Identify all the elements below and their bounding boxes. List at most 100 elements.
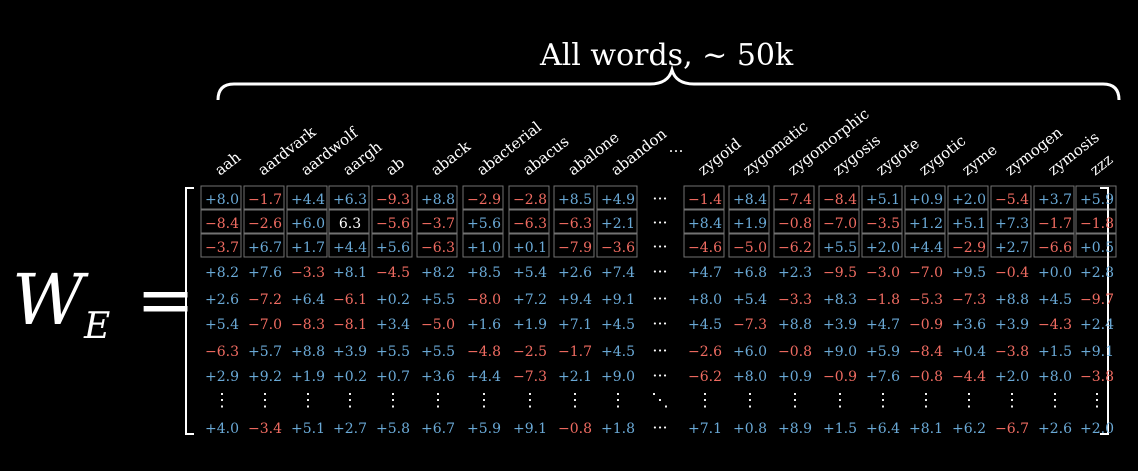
column-header: abandon — [607, 124, 670, 179]
matrix-cell: +6.2 — [952, 421, 986, 437]
matrix-cell: +2.3 — [778, 265, 812, 281]
matrix-cell: +5.1 — [291, 421, 325, 437]
matrix-cell: +8.8 — [291, 344, 325, 360]
cell-box — [1075, 185, 1117, 210]
matrix-cell: +4.5 — [601, 317, 635, 333]
matrix-cell: −6.3 — [513, 216, 547, 232]
matrix-cell: ⋮ — [609, 390, 627, 411]
matrix-cell: −6.3 — [558, 216, 592, 232]
matrix-cell: +2.0 — [866, 240, 900, 256]
matrix-cell: +4.7 — [866, 317, 900, 333]
matrix-cell: +0.4 — [952, 344, 986, 360]
matrix-cell: +2.6 — [558, 265, 592, 281]
matrix-cell: +3.6 — [421, 369, 455, 385]
matrix-cell: ··· — [652, 213, 667, 232]
cell-box — [1075, 233, 1117, 258]
matrix-symbol: W — [12, 259, 84, 341]
matrix-cell: −6.2 — [688, 369, 722, 385]
matrix-cell: −8.4 — [205, 216, 239, 232]
matrix-cell: +5.1 — [952, 216, 986, 232]
cell-box — [553, 209, 595, 234]
matrix-cell: −3.3 — [778, 292, 812, 308]
matrix-cell: −3.8 — [995, 344, 1029, 360]
matrix-cell: +0.2 — [376, 292, 410, 308]
matrix-cell: +7.1 — [558, 317, 592, 333]
matrix-cell: +2.0 — [952, 192, 986, 208]
cell-box — [1033, 209, 1075, 234]
cell-box — [1075, 209, 1117, 234]
matrix-cell: −7.3 — [952, 292, 986, 308]
matrix-cell: +8.1 — [909, 421, 943, 437]
cell-box — [861, 185, 903, 210]
matrix-cell: +5.5 — [421, 344, 455, 360]
cell-box — [596, 185, 638, 210]
matrix-cell: +8.0 — [733, 369, 767, 385]
cell-box — [818, 209, 860, 234]
matrix-cell: −2.9 — [952, 240, 986, 256]
cell-box — [462, 209, 504, 234]
matrix-cell: −9.7 — [1080, 292, 1114, 308]
matrix-cell: ⋮ — [521, 390, 539, 411]
matrix-cell: −7.3 — [733, 317, 767, 333]
matrix-cell: −7.4 — [778, 192, 812, 208]
matrix-cell: ⋮ — [213, 390, 231, 411]
matrix-cell: +4.5 — [601, 344, 635, 360]
matrix-cell: −1.7 — [1038, 216, 1072, 232]
matrix-cell: +2.6 — [1038, 421, 1072, 437]
matrix-cell: −1.8 — [866, 292, 900, 308]
matrix-cell: ⋮ — [1046, 390, 1064, 411]
matrix-cell: +2.1 — [601, 216, 635, 232]
matrix-cell: ⋮ — [475, 390, 493, 411]
matrix-cell: −1.7 — [558, 344, 592, 360]
matrix-cell: +2.0 — [995, 369, 1029, 385]
cell-box — [328, 233, 370, 258]
cell-box — [818, 233, 860, 258]
matrix-cell: +5.6 — [467, 216, 501, 232]
matrix-cell: −5.3 — [909, 292, 943, 308]
matrix-cell: −3.7 — [421, 216, 455, 232]
cell-box — [243, 233, 285, 258]
matrix-cell: +9.2 — [248, 369, 282, 385]
column-header: aback — [427, 137, 474, 179]
title-label: All words, ~ 50k — [540, 38, 794, 73]
cell-box — [462, 185, 504, 210]
matrix-cell: +6.0 — [733, 344, 767, 360]
matrix-cell: +9.4 — [558, 292, 592, 308]
matrix-cell: −5.6 — [376, 216, 410, 232]
matrix-cell: +2.8 — [1080, 265, 1114, 281]
matrix-cell: +1.9 — [513, 317, 547, 333]
cell-box — [286, 185, 328, 210]
cell-box — [416, 233, 458, 258]
cell-box — [200, 209, 242, 234]
matrix-cell: +9.0 — [823, 344, 857, 360]
matrix-cell: −0.4 — [995, 265, 1029, 281]
matrix-cell: +0.7 — [376, 369, 410, 385]
matrix-cell: ⋮ — [786, 390, 804, 411]
matrix-cell: +6.7 — [421, 421, 455, 437]
cell-box — [773, 185, 815, 210]
matrix-cell: +4.4 — [333, 240, 367, 256]
matrix-cell: −3.5 — [866, 216, 900, 232]
matrix-cell: ⋱ — [651, 390, 669, 411]
matrix-cell: +1.9 — [733, 216, 767, 232]
cell-box — [371, 209, 413, 234]
matrix-cell: +5.9 — [467, 421, 501, 437]
matrix-cell: ⋮ — [384, 390, 402, 411]
matrix-cell: +8.8 — [778, 317, 812, 333]
matrix-cell: +8.4 — [688, 216, 722, 232]
cell-box — [773, 233, 815, 258]
cell-box — [728, 233, 770, 258]
matrix-cell: −8.4 — [823, 192, 857, 208]
matrix-cell: +6.4 — [866, 421, 900, 437]
matrix-cell: +5.4 — [205, 317, 239, 333]
matrix-cell: −3.3 — [291, 265, 325, 281]
matrix-cell: +2.7 — [995, 240, 1029, 256]
cell-box — [243, 209, 285, 234]
matrix-cell: −7.0 — [823, 216, 857, 232]
matrix-cell: −8.3 — [291, 317, 325, 333]
matrix-cell: −0.9 — [909, 317, 943, 333]
matrix-cell: −0.8 — [778, 344, 812, 360]
column-header: zygotic — [915, 132, 969, 180]
matrix-cell: +1.5 — [1038, 344, 1072, 360]
matrix-cell: ··· — [652, 366, 667, 385]
